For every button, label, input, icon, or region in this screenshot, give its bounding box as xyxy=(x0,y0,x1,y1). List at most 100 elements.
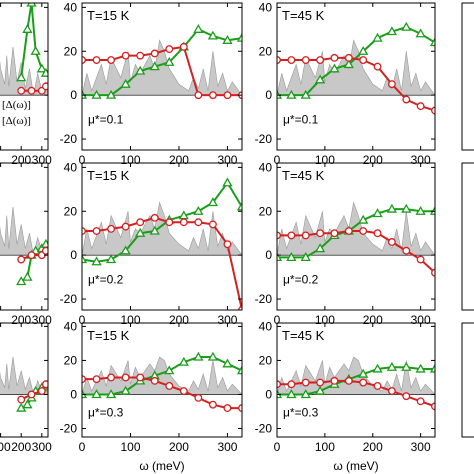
green-series-point xyxy=(149,225,160,235)
green-series-point xyxy=(82,254,88,264)
red-series-point xyxy=(223,404,232,413)
panel-frame xyxy=(276,322,436,438)
red-series-point xyxy=(387,80,396,89)
red-series-point xyxy=(330,53,339,62)
green-series-point xyxy=(329,63,340,73)
background-spectrum-area xyxy=(277,39,435,96)
y-tick-label: -20 xyxy=(60,292,78,306)
green-series-point xyxy=(207,351,219,361)
panel-temperature-label: T=15 K xyxy=(87,8,130,23)
green-series-point xyxy=(149,61,160,71)
red-series-point xyxy=(194,393,203,402)
x-tick-label: 100 xyxy=(315,440,335,454)
green-series-point xyxy=(277,252,283,261)
green-series-point xyxy=(164,365,175,375)
red-series-point xyxy=(287,380,296,389)
red-series-point xyxy=(41,82,48,91)
panel-frame-partial xyxy=(461,2,474,151)
panel-frame xyxy=(0,162,49,311)
legend-entry: [Δ(ω)] xyxy=(2,99,31,111)
x-tick-label: 0 xyxy=(274,313,281,327)
y-tick-label: 40 xyxy=(64,160,78,174)
red-series-point xyxy=(27,390,36,399)
green-series-point xyxy=(105,89,117,99)
x-tick-label: 0 xyxy=(79,153,86,167)
panel-0-0: 200 300 xyxy=(0,2,52,167)
green-series-point xyxy=(16,276,27,286)
green-series-point xyxy=(415,363,426,373)
red-series-point xyxy=(287,56,296,64)
green-series-point xyxy=(358,368,369,378)
x-axis-title: ω (meV) xyxy=(139,459,184,473)
y-tick-label: 20 xyxy=(64,353,78,367)
y-tick-label: -20 xyxy=(60,421,78,435)
green-series-point xyxy=(401,361,412,371)
green-series-point xyxy=(193,24,204,33)
red-series-point xyxy=(416,397,425,406)
red-series-point xyxy=(179,387,188,396)
green-series-point xyxy=(429,37,435,47)
green-series-point xyxy=(164,56,175,66)
x-tick-label: 300 xyxy=(217,440,237,454)
red-series-point xyxy=(402,246,411,255)
y-tick-label: -20 xyxy=(255,292,273,306)
green-series-point xyxy=(120,78,131,88)
green-series-point xyxy=(30,45,41,55)
green-series-point xyxy=(105,389,117,399)
green-series-point xyxy=(415,205,426,215)
green-series-point xyxy=(343,59,354,69)
panel-frame xyxy=(81,322,243,438)
panel-plot-area xyxy=(82,177,242,310)
green-series-point xyxy=(26,3,37,7)
green-series-point xyxy=(286,252,297,261)
panel-mu-label: μ*=0.3 xyxy=(88,406,124,420)
green-series-point xyxy=(222,177,233,187)
green-series-point xyxy=(120,385,131,395)
green-series-point xyxy=(40,238,48,248)
green-series-point xyxy=(91,389,102,399)
panel-frame xyxy=(276,162,436,311)
red-series-point xyxy=(287,231,296,240)
green-series-point xyxy=(386,26,398,36)
green-series-point xyxy=(372,32,383,42)
x-tick-label: 300 xyxy=(32,440,52,454)
green-series-point xyxy=(429,363,435,373)
panel-1-0: 200 300 xyxy=(0,162,52,327)
red-series-point xyxy=(165,382,174,390)
red-series-point xyxy=(107,56,116,64)
red-series-point xyxy=(165,218,174,227)
panel-frame xyxy=(276,2,436,151)
red-series-point xyxy=(17,395,26,404)
green-series-point xyxy=(358,45,369,55)
red-series-point xyxy=(431,402,435,411)
y-tick-label: 20 xyxy=(259,44,273,58)
red-series-point xyxy=(41,246,48,255)
y-tick-label: 0 xyxy=(265,88,272,102)
red-series-point xyxy=(121,373,130,382)
panel-frame xyxy=(0,2,49,151)
green-series-point xyxy=(178,356,189,366)
red-series-point xyxy=(136,51,145,60)
panel-mu-label: μ*=0.3 xyxy=(283,406,319,420)
panel-mu-label: μ*=0.2 xyxy=(283,273,319,287)
y-tick-label: 0 xyxy=(70,248,77,262)
x-tick-label: 0 xyxy=(274,153,281,167)
x-tick-label: 0 xyxy=(274,440,281,454)
red-series-point xyxy=(208,91,217,100)
panel-frame xyxy=(0,322,49,438)
green-series-point xyxy=(286,389,297,399)
red-series-point xyxy=(402,95,411,104)
red-series-point xyxy=(301,231,310,240)
green-series-point xyxy=(36,63,47,73)
red-series-point xyxy=(316,378,325,387)
green-series-point xyxy=(314,385,326,395)
green-series-point xyxy=(193,205,204,215)
red-series-point xyxy=(402,392,411,401)
red-series-point xyxy=(165,45,174,54)
red-series-point xyxy=(82,56,86,64)
panel-frame-partial xyxy=(461,322,474,438)
